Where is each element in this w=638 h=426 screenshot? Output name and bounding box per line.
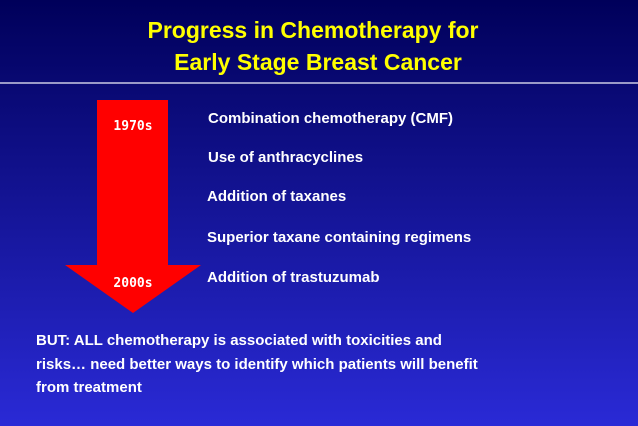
note-line: BUT: ALL chemotherapy is associated with… — [36, 332, 442, 349]
title-line: Early Stage Breast Cancer — [174, 49, 462, 75]
title-line: Progress in Chemotherapy for — [147, 17, 478, 43]
note-line: risks… need better ways to identify whic… — [36, 356, 478, 373]
timeline-arrow — [65, 100, 201, 313]
timeline-start: 1970s — [113, 119, 152, 134]
milestone: Use of anthracyclines — [208, 149, 363, 166]
note-line: from treatment — [36, 379, 142, 396]
milestone: Addition of trastuzumab — [207, 269, 380, 286]
timeline-end: 2000s — [113, 276, 152, 291]
milestone: Combination chemotherapy (CMF) — [208, 110, 453, 127]
milestone: Superior taxane containing regimens — [207, 229, 471, 246]
milestone: Addition of taxanes — [207, 188, 346, 205]
